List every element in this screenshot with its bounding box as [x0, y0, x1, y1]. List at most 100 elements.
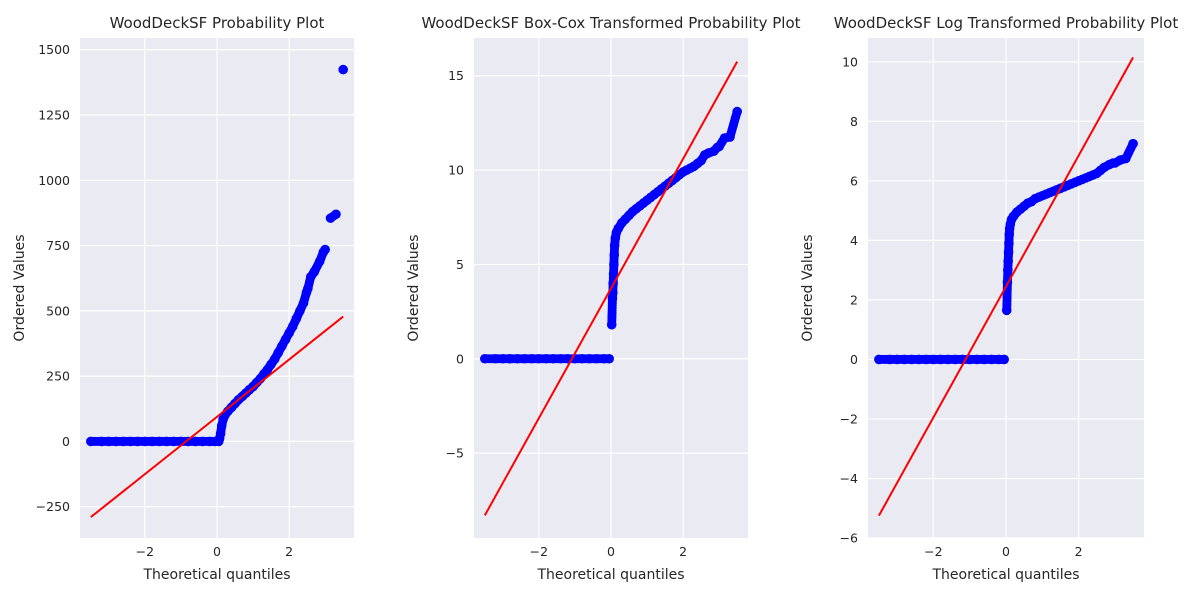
y-tick-label: 750 — [46, 238, 70, 253]
y-tick-label: 1250 — [38, 108, 70, 123]
y-tick-label: −6 — [840, 531, 858, 546]
x-tick-label: −2 — [530, 544, 548, 559]
data-point — [534, 353, 544, 364]
x-tick-label: 2 — [679, 544, 687, 559]
data-point — [498, 353, 508, 364]
data-point — [287, 321, 298, 332]
data-point — [1001, 305, 1012, 316]
data-point — [104, 436, 114, 447]
data-point — [111, 436, 121, 447]
fit-line — [878, 56, 1134, 517]
data-point — [505, 353, 515, 364]
y-tick-label: 0 — [850, 352, 858, 367]
data-point — [168, 436, 179, 447]
x-tick-label: 0 — [607, 544, 615, 559]
data-point — [541, 353, 551, 364]
fit-line — [483, 61, 739, 516]
data-point — [555, 353, 566, 364]
data-point — [314, 256, 325, 267]
data-point — [96, 436, 107, 447]
data-point — [986, 354, 997, 365]
y-tick-label: 4 — [850, 233, 858, 248]
data-point — [132, 436, 143, 447]
chart-panel-log: −2 0 2 −6 −4 −2 0 2 4 6 8 10 WoodDeckSF Log Transfo… — [800, 14, 1178, 583]
chart-panel-boxcox: −2 0 2 −5 0 5 10 15 WoodDeckSF Box-Cox Transfor… — [406, 14, 801, 583]
data-point — [604, 353, 614, 364]
y-tick-label: 6 — [850, 173, 858, 188]
data-point — [1003, 247, 1014, 258]
data-point — [140, 436, 150, 447]
y-tick-label: 1000 — [38, 173, 70, 188]
y-tick-label: 2 — [850, 292, 858, 307]
data-point — [972, 354, 982, 365]
data-point — [609, 259, 619, 270]
data-point — [999, 354, 1009, 365]
fit-line — [90, 315, 344, 518]
data-point — [190, 436, 201, 447]
data-point — [874, 354, 884, 365]
x-axis-label: Theoretical quantiles — [931, 567, 1079, 583]
x-axis-label: Theoretical quantiles — [536, 567, 684, 583]
x-axis-label: Theoretical quantiles — [142, 567, 290, 583]
y-tick-label: 10 — [448, 163, 464, 178]
data-point — [86, 436, 96, 447]
data-point — [892, 354, 902, 365]
y-tick-label: −4 — [840, 471, 858, 486]
y-tick-label: 0 — [62, 434, 70, 449]
data-point — [480, 353, 490, 364]
data-point — [928, 354, 939, 365]
data-point — [309, 266, 320, 277]
data-point — [732, 106, 742, 117]
data-point — [606, 319, 617, 330]
y-axis-label: Ordered Values — [12, 234, 28, 341]
y-tick-label: 5 — [456, 257, 464, 272]
data-point — [338, 64, 348, 75]
y-tick-label: 1500 — [38, 42, 70, 57]
data-point — [921, 354, 931, 365]
data-point — [161, 436, 172, 447]
data-point — [548, 353, 559, 364]
data-series — [480, 61, 742, 516]
x-tick-label: 0 — [213, 544, 221, 559]
tick-labels: −2 0 2 −6 −4 −2 0 2 4 6 8 10 — [840, 54, 1083, 559]
data-series — [874, 56, 1138, 517]
y-tick-label: −2 — [840, 411, 858, 426]
y-tick-label: 15 — [448, 68, 464, 83]
data-point — [979, 354, 990, 365]
data-point — [884, 354, 895, 365]
data-point — [935, 354, 946, 365]
data-point — [609, 250, 620, 260]
data-point — [320, 244, 330, 255]
data-point — [147, 436, 157, 447]
data-point — [303, 283, 313, 294]
data-point — [584, 353, 595, 364]
data-point — [154, 436, 165, 447]
y-tick-label: 0 — [456, 351, 464, 366]
x-tick-label: −2 — [136, 544, 154, 559]
data-point — [1004, 238, 1014, 249]
data-point — [215, 428, 226, 439]
y-tick-label: 10 — [842, 54, 858, 69]
y-tick-label: 250 — [46, 369, 70, 384]
data-point — [608, 269, 619, 279]
x-tick-label: 2 — [1075, 544, 1083, 559]
data-point — [906, 354, 917, 365]
data-point — [490, 353, 501, 364]
data-point — [943, 354, 953, 365]
y-tick-label: −5 — [446, 446, 464, 461]
y-axis-label: Ordered Values — [406, 234, 422, 341]
data-series — [86, 64, 348, 518]
chart-title: WoodDeckSF Log Transformed Probability P… — [834, 14, 1179, 32]
grid-lines — [80, 38, 354, 538]
data-point — [331, 209, 341, 220]
data-point — [295, 306, 305, 316]
data-point — [714, 141, 724, 152]
data-point — [725, 132, 735, 142]
data-point — [519, 353, 530, 364]
chart-title: WoodDeckSF Box-Cox Transformed Probabili… — [421, 14, 800, 32]
y-tick-label: −250 — [36, 499, 70, 514]
y-tick-label: 8 — [850, 114, 858, 129]
data-point — [125, 436, 136, 447]
chart-title: WoodDeckSF Probability Plot — [110, 14, 325, 32]
